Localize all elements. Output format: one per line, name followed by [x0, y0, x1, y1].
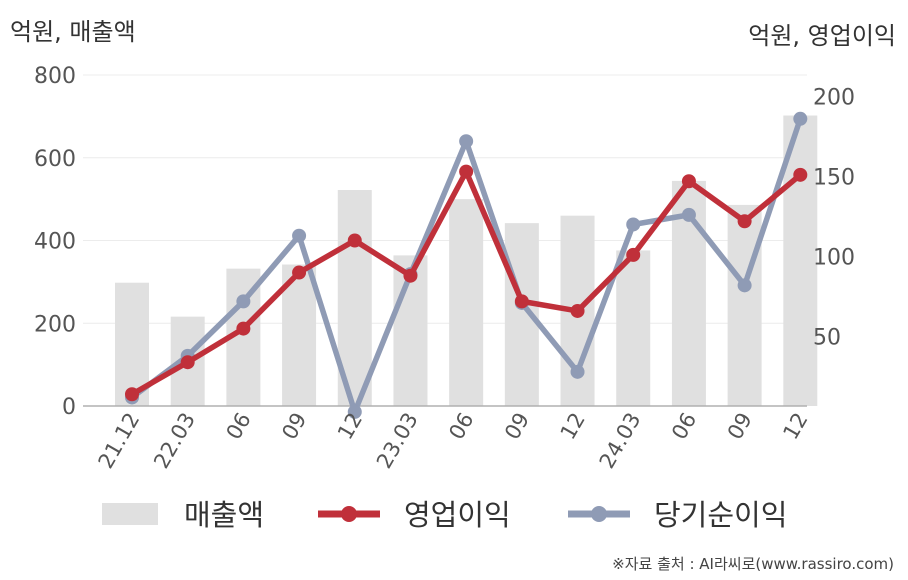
bar-매출액 [783, 115, 818, 407]
x-tick-label: 12 [778, 409, 812, 444]
left-axis-unit-label: 억원, 매출액 [10, 18, 136, 46]
point-영업이익 [180, 355, 195, 370]
y-right-tick-label: 200 [813, 85, 855, 110]
point-영업이익 [681, 174, 696, 189]
point-영업이익 [570, 303, 585, 318]
point-영업이익 [626, 247, 641, 262]
y-left-tick-label: 400 [34, 230, 76, 255]
y-left-tick-label: 0 [62, 395, 76, 420]
x-tick-label: 06 [222, 409, 256, 444]
line-series [125, 111, 808, 419]
legend: 매출액 영업이익 당기순이익 [102, 498, 787, 532]
point-당기순이익 [626, 217, 641, 232]
point-당기순이익 [236, 294, 251, 309]
point-영업이익 [793, 167, 808, 182]
x-tick-label: 22.03 [149, 409, 200, 473]
x-tick-label: 06 [667, 409, 701, 444]
point-당기순이익 [347, 404, 362, 419]
legend-marker-당기순이익 [591, 506, 607, 522]
point-영업이익 [236, 321, 251, 336]
y-right-tick-label: 50 [813, 326, 841, 351]
bar-series [115, 115, 818, 407]
point-당기순이익 [793, 111, 808, 126]
legend-label: 영업이익 [404, 498, 511, 532]
y-left-tick-label: 600 [34, 147, 76, 172]
x-tick-label: 12 [556, 409, 590, 444]
x-tick-label: 09 [723, 409, 757, 444]
point-당기순이익 [292, 228, 307, 243]
x-tick-label: 21.12 [93, 409, 144, 473]
bar-매출액 [282, 264, 317, 406]
x-tick-label: 23.03 [372, 409, 423, 473]
point-당기순이익 [459, 134, 474, 149]
point-당기순이익 [570, 364, 585, 379]
x-tick-label: 09 [277, 409, 311, 444]
bar-매출액 [727, 204, 762, 406]
point-영업이익 [125, 387, 139, 402]
point-당기순이익 [737, 278, 752, 293]
point-영업이익 [347, 233, 362, 248]
right-axis-unit-label: 억원, 영업이익 [748, 22, 896, 50]
legend-marker-영업이익 [341, 506, 357, 522]
source-credit: ※자료 출처 : AI라씨로(www.rassiro.com) [612, 555, 894, 573]
x-tick-label: 09 [500, 409, 534, 444]
legend-label: 매출액 [184, 498, 264, 532]
x-tick-label: 06 [444, 409, 478, 444]
point-영업이익 [737, 214, 752, 229]
point-당기순이익 [681, 207, 696, 222]
bar-매출액 [449, 199, 484, 406]
y-right-tick-label: 100 [813, 246, 855, 271]
point-영업이익 [514, 294, 529, 309]
legend-swatch-매출액 [102, 503, 158, 525]
legend-label: 당기순이익 [654, 498, 787, 532]
point-영업이익 [292, 265, 307, 280]
point-영업이익 [403, 268, 418, 283]
x-tick-label: 24.03 [595, 409, 646, 473]
y-left-tick-label: 800 [34, 64, 76, 89]
y-left-tick-label: 200 [34, 312, 76, 337]
x-tick-label: 12 [333, 409, 367, 444]
y-right-tick-label: 150 [813, 165, 855, 190]
bar-매출액 [616, 250, 651, 406]
point-영업이익 [459, 164, 474, 179]
